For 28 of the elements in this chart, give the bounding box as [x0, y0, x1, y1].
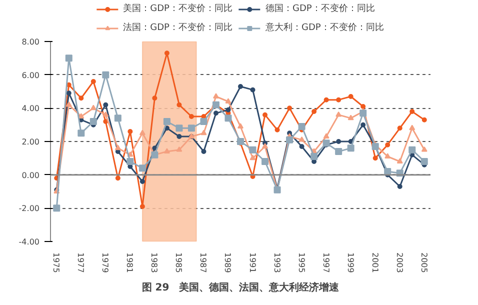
y-tick-label: 4.00: [22, 104, 40, 114]
x-tick-label: 1975: [52, 252, 61, 273]
y-tick-label: 8.00: [22, 38, 40, 46]
x-tick-label: 1979: [100, 252, 110, 273]
legend-label: 美国：GDP：不变价：同比: [123, 2, 232, 15]
x-tick-label: 2005: [419, 252, 428, 273]
x-tick-label: 1985: [174, 252, 184, 273]
x-tick-label: 1997: [321, 252, 330, 273]
y-tick-label: -2.00: [18, 204, 40, 214]
x-tick-label: 1991: [248, 252, 257, 273]
x-tick-label: 1977: [76, 252, 86, 273]
x-tick-label: 1983: [150, 252, 159, 273]
x-tick-label: 1987: [198, 252, 208, 273]
x-tick-label: 1999: [346, 252, 355, 273]
y-tick-label: 2.00: [22, 138, 40, 146]
caption: 图 29 美国、德国、法国、意大利经济增速: [142, 282, 340, 294]
x-tick-label: 1995: [296, 252, 306, 273]
y-tick-label: -4.00: [18, 238, 40, 246]
y-tick-label: 6.00: [22, 70, 40, 80]
y-tick-label: 0.00: [22, 170, 40, 180]
x-tick-label: 2001: [370, 252, 380, 273]
x-tick-label: 1993: [272, 252, 282, 273]
x-tick-label: 1989: [223, 252, 232, 273]
x-tick-label: 2003: [394, 252, 404, 273]
legend-label: 法国：GDP：不变价：同比: [123, 22, 232, 34]
legend-label: 意大利：GDP：不变价：同比: [266, 22, 384, 34]
legend-label: 德国：GDP：不变价：同比: [266, 2, 375, 15]
x-tick-label: 1981: [125, 252, 134, 273]
